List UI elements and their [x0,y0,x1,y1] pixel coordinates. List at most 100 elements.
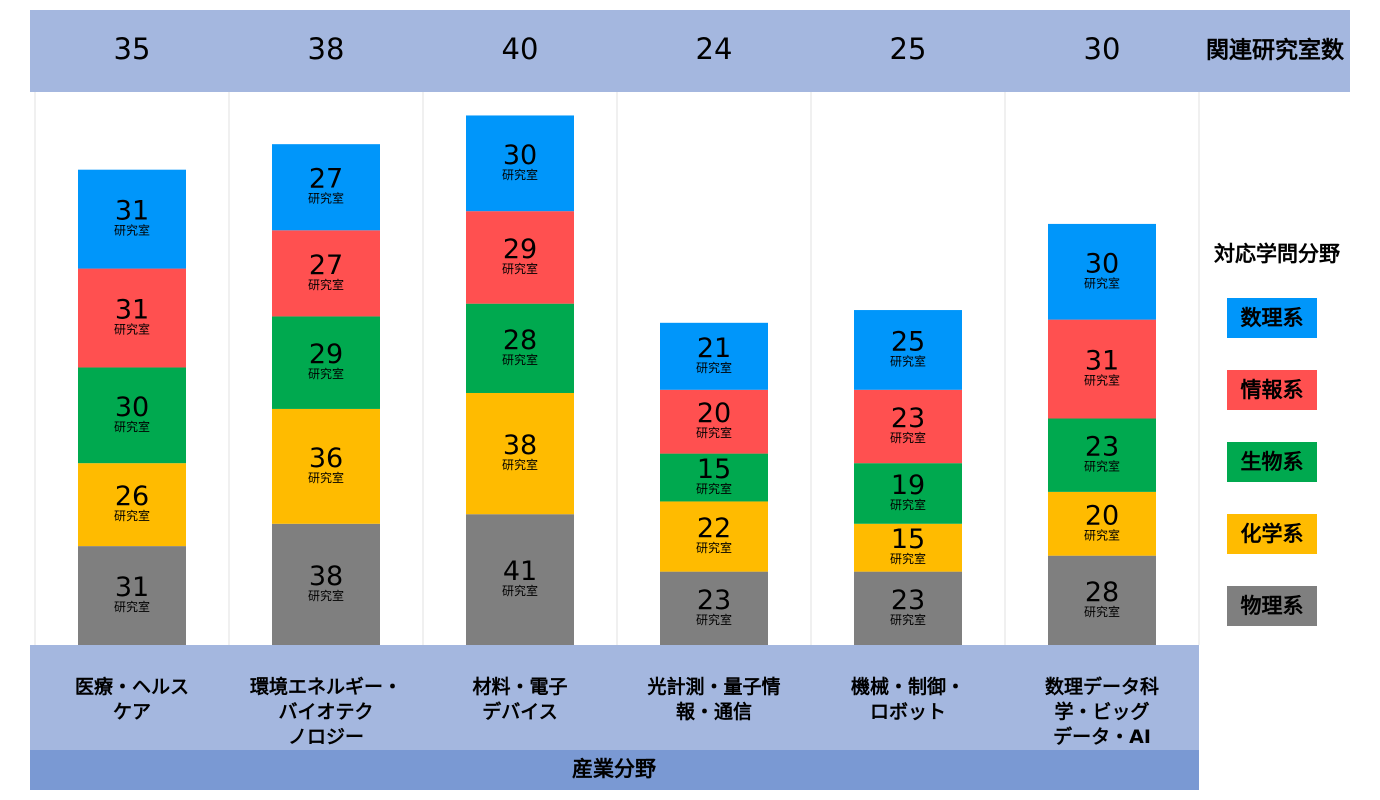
segment-unit: 研究室 [1084,459,1120,474]
legend-swatch [1227,298,1317,338]
bar-segment [272,523,380,645]
segment-unit: 研究室 [502,457,538,472]
segment-unit: 研究室 [1084,527,1120,542]
bar-segment [272,144,380,231]
bar-segment [272,230,380,317]
bar-segment [466,115,574,212]
segment-value: 26 [115,481,149,512]
segment-value: 30 [503,140,537,171]
segment-unit: 研究室 [696,481,732,496]
segment-unit: 研究室 [308,191,344,206]
legend-label: 数理系 [1241,306,1304,330]
segment-unit: 研究室 [114,599,150,614]
bar-segment [660,571,768,645]
bar-segment [854,523,962,572]
segment-unit: 研究室 [114,223,150,238]
segment-unit: 研究室 [502,352,538,367]
segment-unit: 研究室 [114,419,150,434]
segment-unit: 研究室 [1084,373,1120,388]
segment-value: 29 [503,234,537,265]
bar-segment [78,268,186,368]
legend-label: 生物系 [1241,450,1304,474]
segment-unit: 研究室 [114,322,150,337]
legend-label: 物理系 [1241,594,1304,618]
segment-value: 31 [115,295,149,326]
segment-unit: 研究室 [890,551,926,566]
bar-segment [1048,491,1156,556]
segment-value: 30 [1085,248,1119,279]
segment-unit: 研究室 [308,470,344,485]
category-label: 光計測・量子情 報・通信 [647,676,781,723]
segment-unit: 研究室 [696,360,732,375]
legend-swatch [1227,514,1317,554]
segment-value: 23 [891,585,925,616]
bar-segment [660,389,768,454]
segment-value: 29 [309,339,343,370]
segment-value: 21 [697,333,731,364]
segment-value: 19 [891,470,925,501]
total-count: 30 [1084,32,1121,66]
bar-segment [78,169,186,269]
bar-segment [660,453,768,502]
legend-swatch [1227,586,1317,626]
x-axis-label: 産業分野 [572,757,656,781]
segment-unit: 研究室 [890,497,926,512]
segment-value: 38 [503,430,537,461]
segment-unit: 研究室 [890,430,926,445]
bar-segment [78,546,186,645]
segment-value: 15 [891,524,925,555]
segment-value: 22 [697,513,731,544]
category-label: 機械・制御・ ロボット [850,676,965,723]
segment-unit: 研究室 [114,508,150,523]
bar-segment [466,514,574,645]
segment-unit: 研究室 [890,612,926,627]
bar-segment [854,389,962,464]
legend-title: 対応学問分野 [1214,242,1340,266]
category-label: 材料・電子 デバイス [472,676,568,723]
segment-value: 23 [1085,432,1119,463]
legend-swatch [1227,370,1317,410]
segment-value: 27 [309,164,343,195]
bar-segment [466,392,574,515]
segment-value: 25 [891,326,925,357]
segment-unit: 研究室 [502,261,538,276]
segment-value: 31 [1085,346,1119,377]
segment-unit: 研究室 [890,353,926,368]
segment-value: 20 [1085,500,1119,531]
category-band [30,645,1199,750]
legend-label: 化学系 [1241,522,1304,546]
bar-segment [466,303,574,393]
segment-unit: 研究室 [308,366,344,381]
segment-value: 15 [697,454,731,485]
segment-value: 38 [309,561,343,592]
segment-value: 30 [115,392,149,423]
segment-unit: 研究室 [696,540,732,555]
total-count: 38 [308,32,345,66]
bar-segment [854,571,962,645]
bar-segment [1048,418,1156,492]
category-label: 医療・ヘルス ケア [74,676,189,723]
segment-unit: 研究室 [502,583,538,598]
segment-value: 27 [309,250,343,281]
totals-label: 関連研究室数 [1206,37,1345,64]
bar-segment [78,463,186,547]
segment-value: 28 [1085,577,1119,608]
bar-segment [1048,555,1156,645]
bar-segment [272,316,380,409]
bar-segment [1048,223,1156,320]
bar-segment [1048,319,1156,419]
segment-value: 28 [503,325,537,356]
segment-value: 36 [309,443,343,474]
bar-segment [854,463,962,524]
bar-segment [466,211,574,304]
segment-value: 23 [891,403,925,434]
segment-unit: 研究室 [308,277,344,292]
axis-band [30,750,1199,790]
segment-unit: 研究室 [1084,275,1120,290]
total-count: 35 [114,32,151,66]
segment-value: 31 [115,196,149,227]
bar-segment [660,501,768,572]
total-count: 25 [890,32,927,66]
bar-segment [78,367,186,464]
